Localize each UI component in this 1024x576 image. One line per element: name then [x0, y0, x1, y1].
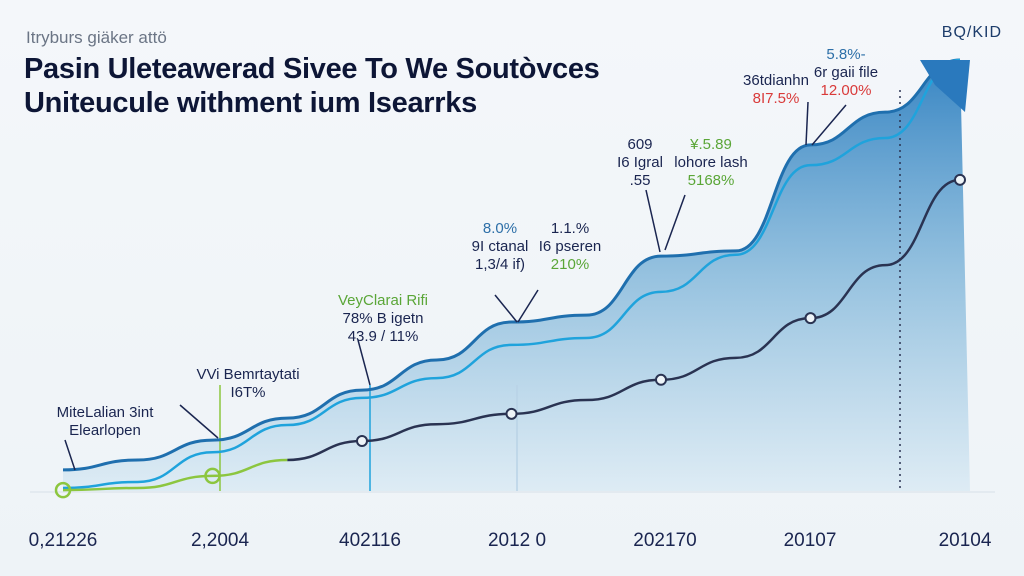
callout-line: 210% [550, 256, 590, 273]
brand-logo: BQ/KID [941, 24, 1002, 41]
callout-line: MiteLalian 3int [56, 404, 154, 421]
callout-label: VeyClarai Rifi 78% B igetn 43.9 / 11% [338, 292, 428, 346]
callout-leader-line [811, 104, 847, 146]
callout-line: I6T% [230, 384, 266, 401]
callout-leader-line [179, 404, 219, 439]
callout-label: 1.1.% I6 pseren 210% [539, 220, 602, 274]
callout-line: 36tdianhn [743, 72, 809, 89]
data-point-marker [505, 407, 518, 420]
callout-label: 609 I6 Igral .55 [617, 136, 663, 190]
data-point-marker [954, 173, 966, 186]
x-tick-label: 402116 [339, 530, 401, 551]
callout-line: .55 [629, 172, 651, 189]
chart-title: Pasin Uleteawerad Sivee To We Soutòvces … [24, 52, 600, 120]
x-tick-label: 20104 [938, 530, 992, 551]
callout-leader-line [805, 101, 809, 146]
data-point-marker [655, 373, 667, 386]
series-area-fill [63, 60, 970, 491]
chart-kicker: Itryburs giäker attö [26, 28, 167, 47]
callout-line: 609 [627, 136, 653, 153]
series-line-2 [287, 178, 961, 462]
callout-line: 6r gaii file [813, 64, 879, 81]
callout-label: VVi Bemrtaytati I6T% [196, 366, 299, 402]
callout-label: MiteLalian 3int Elearlopen [57, 404, 154, 440]
x-tick-label: 202170 [633, 530, 697, 551]
callout-line: VeyClarai Rifi [337, 292, 429, 309]
callout-leader-line [494, 294, 518, 323]
x-tick-label: 2012 0 [487, 530, 547, 551]
callout-line: 78% B igetn [342, 310, 424, 327]
callout-line: 12.00% [820, 82, 872, 99]
x-tick-label: 2,2004 [190, 530, 250, 551]
callout-line: 1.1.% [550, 220, 590, 237]
title-line-1: Pasin Uleteawerad Sivee To We Soutòvces [24, 53, 600, 85]
data-point-marker [54, 481, 72, 499]
callout-line: Elearlopen [69, 422, 141, 439]
data-point-marker [356, 435, 368, 448]
callout-line: I6 Igral [617, 154, 663, 171]
callout-leader-line [64, 439, 76, 471]
data-point-marker [804, 312, 817, 325]
callout-line: I6 pseren [538, 238, 602, 255]
x-tick-label: 0,21226 [28, 530, 98, 551]
callout-line: lohore lash [674, 154, 748, 171]
callout-line: ¥.5.89 [690, 136, 732, 153]
callout-label: ¥.5.89 lohore lash 5168% [674, 136, 747, 190]
callout-line: 1,3/4 if) [474, 256, 526, 273]
x-tick-label: 20107 [783, 530, 837, 551]
callout-label: 5.8%- 6r gaii file 12.00% [814, 46, 878, 100]
callout-line: VVi Bemrtaytati [196, 366, 300, 383]
arrow-head-icon [920, 60, 970, 112]
callout-line: 9I ctanal [471, 238, 529, 255]
callout-leader-line [664, 194, 686, 251]
callout-leader-line [517, 289, 539, 323]
data-point-marker [204, 467, 221, 485]
series-line-1 [62, 58, 961, 490]
callout-line: 5168% [687, 172, 735, 189]
callout-label: 36tdianhn 8I7.5% [743, 72, 809, 108]
series-line-3 [62, 458, 288, 492]
title-line-2: Uniteucule withment ium Isearrks [24, 87, 477, 119]
callout-line: 8I7.5% [752, 90, 800, 107]
callout-leader-line [357, 339, 371, 386]
callout-line: 43.9 / 11% [347, 328, 419, 345]
callout-label: 8.0% 9I ctanal 1,3/4 if) [472, 220, 529, 274]
callout-line: 8.0% [482, 220, 518, 237]
callout-line: 5.8%- [826, 46, 866, 63]
callout-leader-line [645, 189, 661, 253]
